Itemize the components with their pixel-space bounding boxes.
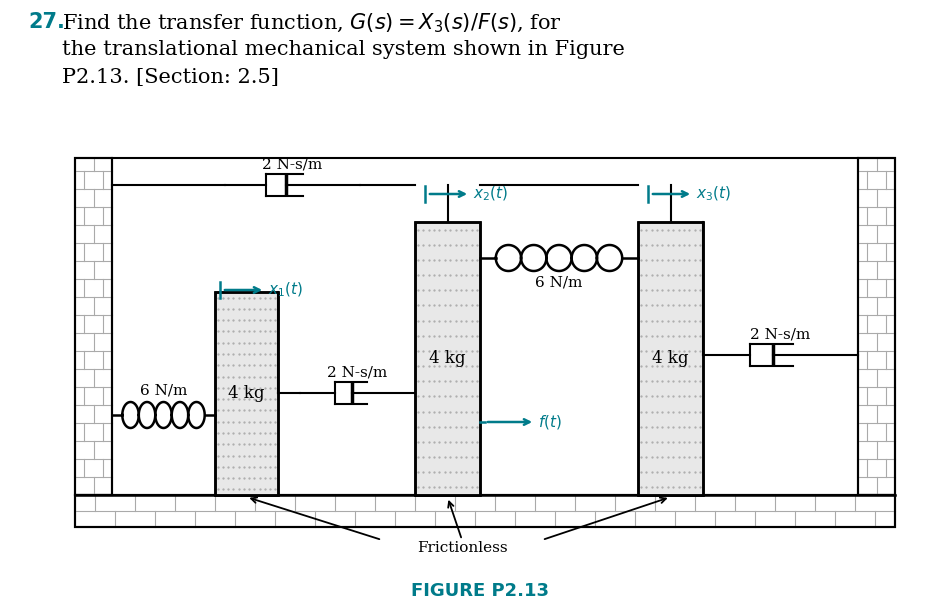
Bar (215, 292, 278, 495)
Text: 2 N-s/m: 2 N-s/m (328, 365, 388, 379)
Bar (75, 495, 895, 527)
Text: 4 kg: 4 kg (429, 350, 466, 367)
Text: 6 N/m: 6 N/m (140, 383, 187, 397)
Bar (638, 222, 703, 495)
Bar (415, 222, 480, 495)
Text: Find the transfer function, $G(s) = X_3(s)/F(s)$, for: Find the transfer function, $G(s) = X_3(… (62, 12, 561, 35)
Text: 4 kg: 4 kg (653, 350, 689, 367)
Text: Frictionless: Frictionless (417, 541, 507, 555)
Text: FIGURE P2.13: FIGURE P2.13 (411, 582, 549, 600)
Text: 6 N/m: 6 N/m (535, 276, 582, 290)
Text: $x_2(t)$: $x_2(t)$ (473, 185, 508, 203)
Bar (858, 158, 895, 495)
Text: $f(t)$: $f(t)$ (538, 413, 561, 431)
Bar (75, 158, 112, 495)
Text: 4 kg: 4 kg (228, 385, 265, 402)
Text: 2 N-s/m: 2 N-s/m (750, 327, 810, 341)
Text: 2 N-s/m: 2 N-s/m (262, 157, 323, 171)
Bar (858, 158, 895, 495)
Text: the translational mechanical system shown in Figure: the translational mechanical system show… (62, 40, 625, 59)
Bar (215, 292, 278, 495)
Text: $x_3(t)$: $x_3(t)$ (696, 185, 732, 203)
Text: 27.: 27. (28, 12, 65, 32)
Bar (75, 495, 895, 527)
Bar (415, 222, 480, 495)
Text: P2.13. [Section: 2.5]: P2.13. [Section: 2.5] (62, 68, 279, 87)
Text: $x_1(t)$: $x_1(t)$ (268, 281, 303, 299)
Bar (638, 222, 703, 495)
Bar (75, 158, 112, 495)
